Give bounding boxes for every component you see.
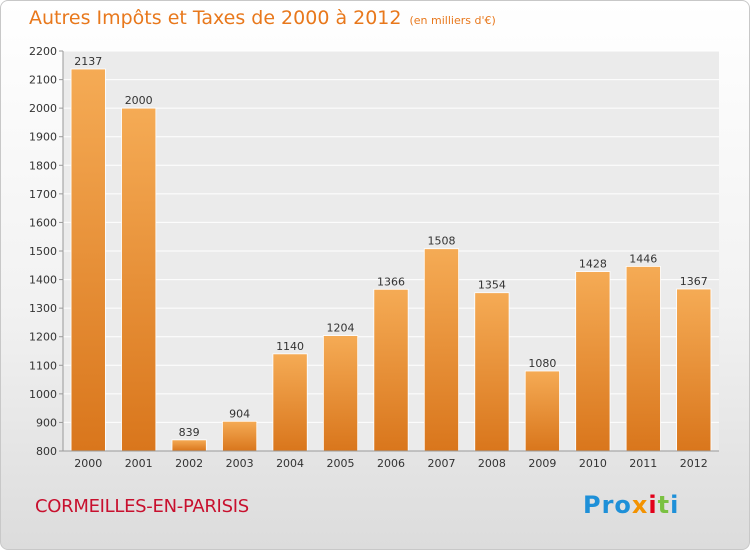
x-tick-label: 2007 [427, 457, 455, 470]
bar [222, 420, 258, 452]
commune-label: CORMEILLES-EN-PARISIS [35, 496, 249, 517]
data-label: 1508 [427, 235, 455, 248]
bar [121, 107, 157, 452]
x-tick-label: 2004 [276, 457, 304, 470]
x-tick-label: 2005 [327, 457, 355, 470]
bar [272, 353, 308, 452]
x-tick-label: 2008 [478, 457, 506, 470]
bar [575, 271, 611, 452]
proxiti-logo: Proxiti [583, 491, 679, 519]
data-label: 1204 [327, 322, 355, 335]
logo-part-5: i [670, 491, 680, 519]
y-tick-label: 1500 [29, 245, 57, 258]
x-tick-label: 2000 [74, 457, 102, 470]
data-label: 2137 [74, 55, 102, 68]
chart-title: Autres Impôts et Taxes de 2000 à 2012 (en… [29, 7, 496, 29]
bar-layer: 2137 2000 839 904 1140 1204 1366 1508 1354 1080 14… [70, 55, 712, 452]
x-tick-label: 2003 [226, 457, 254, 470]
unit-note: (en milliers d'€) [409, 14, 496, 27]
y-tick-label: 1000 [29, 388, 57, 401]
x-tick-label: 2010 [579, 457, 607, 470]
y-tick-label: 1400 [29, 274, 57, 287]
bar [70, 68, 106, 452]
y-tick-label: 1800 [29, 159, 57, 172]
bar [171, 439, 207, 452]
x-tick-label: 2006 [377, 457, 405, 470]
chart-title-text: Autres Impôts et Taxes de 2000 à 2012 [29, 7, 402, 29]
bar-chart: 2137 2000 839 904 1140 1204 1366 1508 1354 1080 14… [29, 45, 719, 470]
axis-layer: 800 900 1000 1100 1200 1300 1400 1500 1600 1700 18… [29, 45, 719, 470]
y-tick-label: 1900 [29, 131, 57, 144]
y-tick-label: 900 [36, 416, 57, 429]
data-label: 1446 [629, 252, 657, 265]
x-tick-label: 2001 [125, 457, 153, 470]
bar [625, 266, 661, 452]
bar [373, 288, 409, 452]
x-tick-label: 2002 [175, 457, 203, 470]
logo-part-4: t [657, 491, 671, 519]
data-label: 839 [179, 426, 200, 439]
logo-part-3: i [648, 491, 658, 519]
bar [676, 288, 712, 452]
data-label: 2000 [125, 94, 153, 107]
y-tick-label: 2200 [29, 45, 57, 58]
bar [474, 292, 510, 452]
x-tick-label: 2011 [629, 457, 657, 470]
y-tick-label: 1300 [29, 302, 57, 315]
data-label: 1080 [528, 357, 556, 370]
x-tick-label: 2009 [528, 457, 556, 470]
data-label: 1428 [579, 258, 607, 271]
y-tick-label: 800 [36, 445, 57, 458]
y-tick-label: 2000 [29, 102, 57, 115]
bar [322, 335, 359, 452]
data-label: 1354 [478, 279, 506, 292]
y-tick-label: 2100 [29, 74, 57, 87]
x-tick-label: 2012 [680, 457, 708, 470]
data-label: 904 [229, 407, 250, 420]
bar [524, 370, 560, 452]
y-tick-label: 1200 [29, 331, 57, 344]
y-tick-label: 1600 [29, 216, 57, 229]
data-label: 1140 [276, 340, 304, 353]
data-label: 1367 [680, 275, 708, 288]
logo-part-1: Pro [583, 491, 632, 519]
logo-part-2: x [631, 491, 649, 519]
y-tick-label: 1100 [29, 359, 57, 372]
y-tick-label: 1700 [29, 188, 57, 201]
data-label: 1366 [377, 275, 405, 288]
bar [423, 248, 460, 452]
